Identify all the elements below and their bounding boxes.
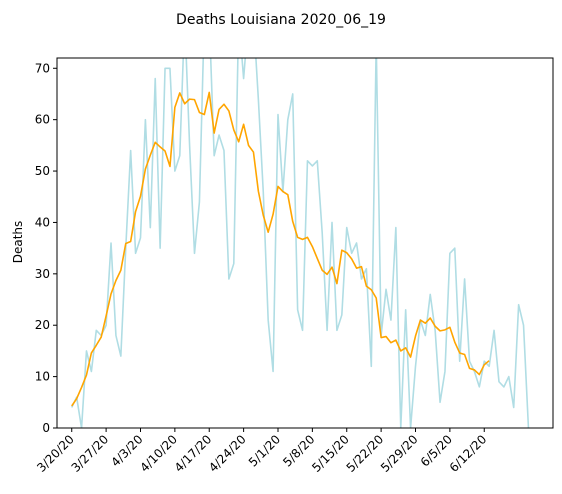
x-tick-label: 3/20/20 bbox=[34, 432, 77, 475]
series-line-2 bbox=[71, 91, 490, 407]
series-layer bbox=[71, 58, 530, 428]
x-axis-ticks: 3/20/203/27/204/3/204/10/204/17/204/24/2… bbox=[34, 428, 489, 475]
x-tick-label: 4/17/20 bbox=[172, 432, 215, 475]
x-tick-label: 3/27/20 bbox=[69, 432, 112, 475]
y-tick-label: 0 bbox=[42, 421, 50, 435]
y-tick-label: 50 bbox=[35, 164, 50, 178]
y-tick-label: 20 bbox=[35, 318, 50, 332]
y-tick-label: 70 bbox=[35, 61, 50, 75]
series-line-1 bbox=[71, 58, 530, 428]
x-tick-label: 5/15/20 bbox=[309, 432, 352, 475]
y-tick-label: 30 bbox=[35, 267, 50, 281]
x-tick-label: 6/12/20 bbox=[447, 432, 490, 475]
chart-title: Deaths Louisiana 2020_06_19 bbox=[176, 12, 386, 28]
x-tick-label: 5/29/20 bbox=[378, 432, 421, 475]
y-axis-ticks: 0 10 20 30 40 50 60 70 bbox=[35, 61, 57, 435]
y-tick-label: 10 bbox=[35, 370, 50, 384]
y-tick-label: 40 bbox=[35, 215, 50, 229]
y-axis-label: Deaths bbox=[11, 221, 25, 264]
x-tick-label: 4/10/20 bbox=[137, 432, 180, 475]
y-tick-label: 60 bbox=[35, 113, 50, 127]
plot-frame bbox=[56, 57, 554, 429]
x-tick-label: 5/22/20 bbox=[344, 432, 387, 475]
x-tick-label: 4/24/20 bbox=[206, 432, 249, 475]
x-tick-label: 5/1/20 bbox=[246, 432, 283, 469]
